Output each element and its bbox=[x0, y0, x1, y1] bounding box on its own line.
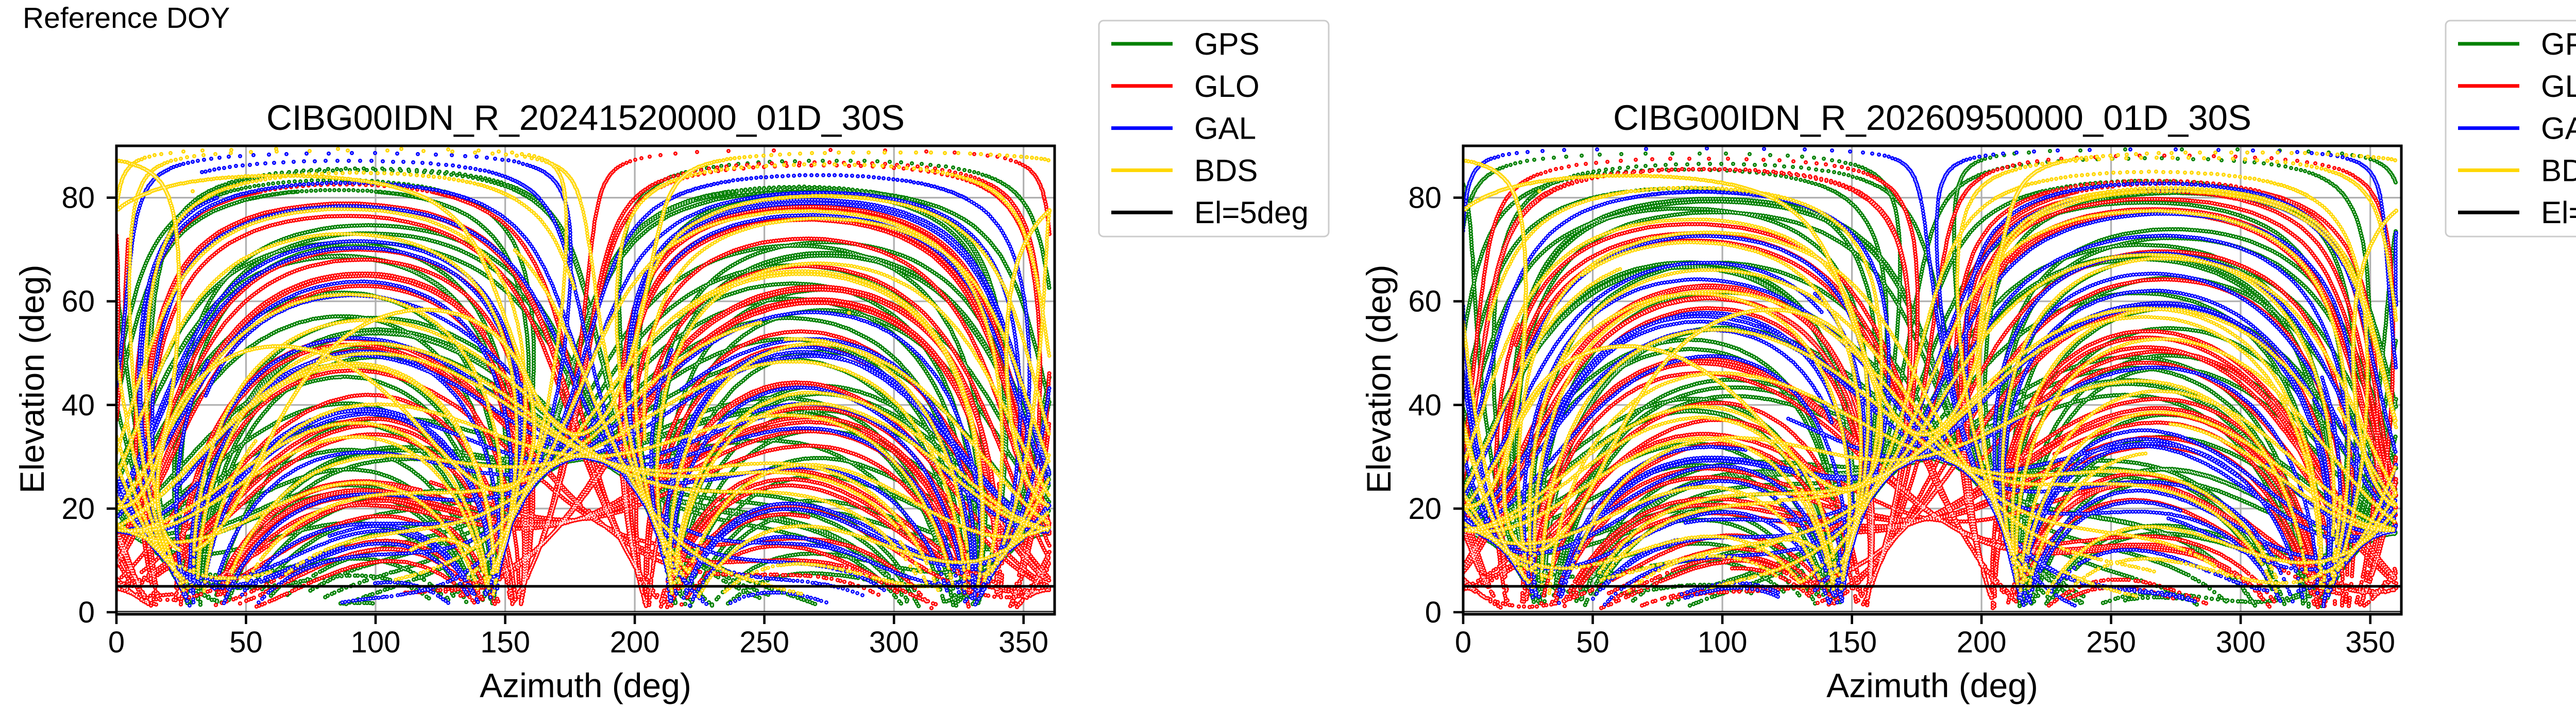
svg-text:BDS: BDS bbox=[1194, 153, 1258, 188]
svg-text:100: 100 bbox=[351, 626, 401, 659]
svg-text:GPS: GPS bbox=[2541, 27, 2576, 61]
svg-text:200: 200 bbox=[610, 626, 660, 659]
svg-text:80: 80 bbox=[1408, 181, 1442, 215]
svg-text:250: 250 bbox=[739, 626, 789, 659]
svg-text:CIBG00IDN_R_20260950000_01D_30: CIBG00IDN_R_20260950000_01D_30S bbox=[1613, 98, 2251, 138]
svg-text:Reference DOY: Reference DOY bbox=[23, 2, 230, 35]
svg-text:40: 40 bbox=[1408, 389, 1442, 422]
svg-text:50: 50 bbox=[229, 626, 263, 659]
svg-text:150: 150 bbox=[480, 626, 530, 659]
svg-text:El=5deg: El=5deg bbox=[1194, 195, 1309, 230]
svg-text:0: 0 bbox=[78, 596, 95, 629]
svg-text:150: 150 bbox=[1827, 626, 1877, 659]
svg-text:250: 250 bbox=[2086, 626, 2136, 659]
svg-text:60: 60 bbox=[1408, 285, 1442, 318]
svg-text:GLO: GLO bbox=[1194, 69, 1260, 104]
svg-text:Elevation (deg): Elevation (deg) bbox=[1360, 265, 1398, 494]
svg-text:350: 350 bbox=[2345, 626, 2395, 659]
svg-text:El=5deg: El=5deg bbox=[2541, 195, 2576, 230]
svg-text:Azimuth (deg): Azimuth (deg) bbox=[480, 666, 691, 704]
svg-text:GPS: GPS bbox=[1194, 27, 1260, 61]
svg-text:100: 100 bbox=[1698, 626, 1748, 659]
svg-text:Elevation (deg): Elevation (deg) bbox=[13, 265, 51, 494]
svg-text:40: 40 bbox=[61, 389, 95, 422]
svg-text:20: 20 bbox=[61, 492, 95, 526]
svg-text:80: 80 bbox=[61, 181, 95, 215]
svg-text:20: 20 bbox=[1408, 492, 1442, 526]
svg-text:300: 300 bbox=[869, 626, 919, 659]
svg-text:BDS: BDS bbox=[2541, 153, 2576, 188]
svg-text:300: 300 bbox=[2216, 626, 2266, 659]
svg-text:GLO: GLO bbox=[2541, 69, 2576, 104]
svg-text:CIBG00IDN_R_20241520000_01D_30: CIBG00IDN_R_20241520000_01D_30S bbox=[266, 98, 905, 138]
svg-text:60: 60 bbox=[61, 285, 95, 318]
svg-text:0: 0 bbox=[1425, 596, 1442, 629]
svg-text:GAL: GAL bbox=[1194, 111, 1256, 146]
svg-text:0: 0 bbox=[1455, 626, 1471, 659]
svg-text:200: 200 bbox=[1957, 626, 2007, 659]
svg-text:50: 50 bbox=[1576, 626, 1609, 659]
svg-text:350: 350 bbox=[998, 626, 1048, 659]
svg-text:Azimuth (deg): Azimuth (deg) bbox=[1826, 666, 2038, 704]
svg-text:GAL: GAL bbox=[2541, 111, 2576, 146]
svg-text:0: 0 bbox=[108, 626, 125, 659]
